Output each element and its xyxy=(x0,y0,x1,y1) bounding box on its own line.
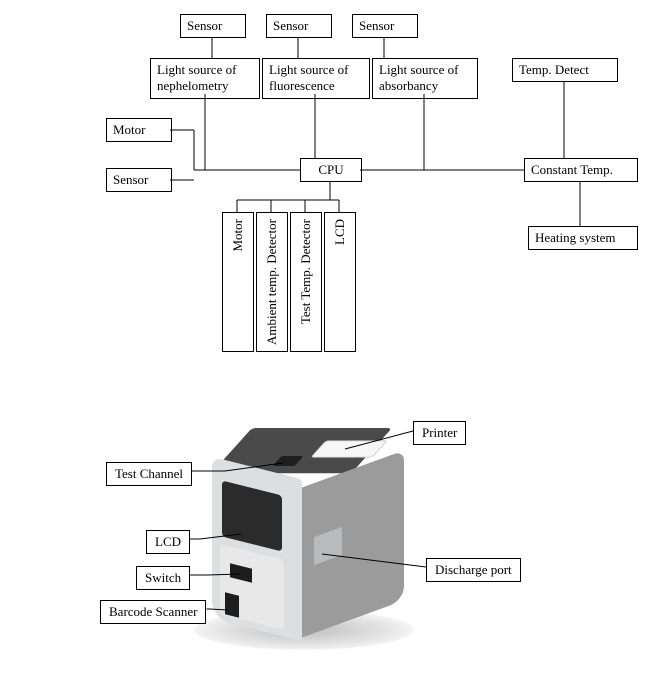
node-motor-top: Motor xyxy=(106,118,172,142)
node-heating-system: Heating system xyxy=(528,226,638,250)
label-discharge-port: Discharge port xyxy=(426,558,521,582)
node-lightsource-absorbancy: Light source of absorbancy xyxy=(372,58,478,99)
node-motor-vert: Motor xyxy=(222,212,254,352)
node-lightsource-fluorescence: Light source of fluorescence xyxy=(262,58,370,99)
node-test-temp: Test Temp. Detector xyxy=(290,212,322,352)
label-printer: Printer xyxy=(413,421,466,445)
node-constant-temp: Constant Temp. xyxy=(524,158,638,182)
label-lcd: LCD xyxy=(146,530,190,554)
label-switch: Switch xyxy=(136,566,190,590)
device-barcode-scanner xyxy=(225,592,239,617)
node-lightsource-nephelometry: Light source of nephelometry xyxy=(150,58,260,99)
node-cpu: CPU xyxy=(300,158,362,182)
node-sensor-3: Sensor xyxy=(352,14,418,38)
device-printer-slot xyxy=(310,440,387,457)
device-side xyxy=(296,450,404,639)
label-test-channel: Test Channel xyxy=(106,462,192,486)
node-sensor-2: Sensor xyxy=(266,14,332,38)
node-sensor-1: Sensor xyxy=(180,14,246,38)
node-temp-detect: Temp. Detect xyxy=(512,58,618,82)
node-sensor-left: Sensor xyxy=(106,168,172,192)
label-barcode: Barcode Scanner xyxy=(100,600,206,624)
node-ambient-temp: Ambient temp. Detector xyxy=(256,212,288,352)
node-lcd-vert: LCD xyxy=(324,212,356,352)
